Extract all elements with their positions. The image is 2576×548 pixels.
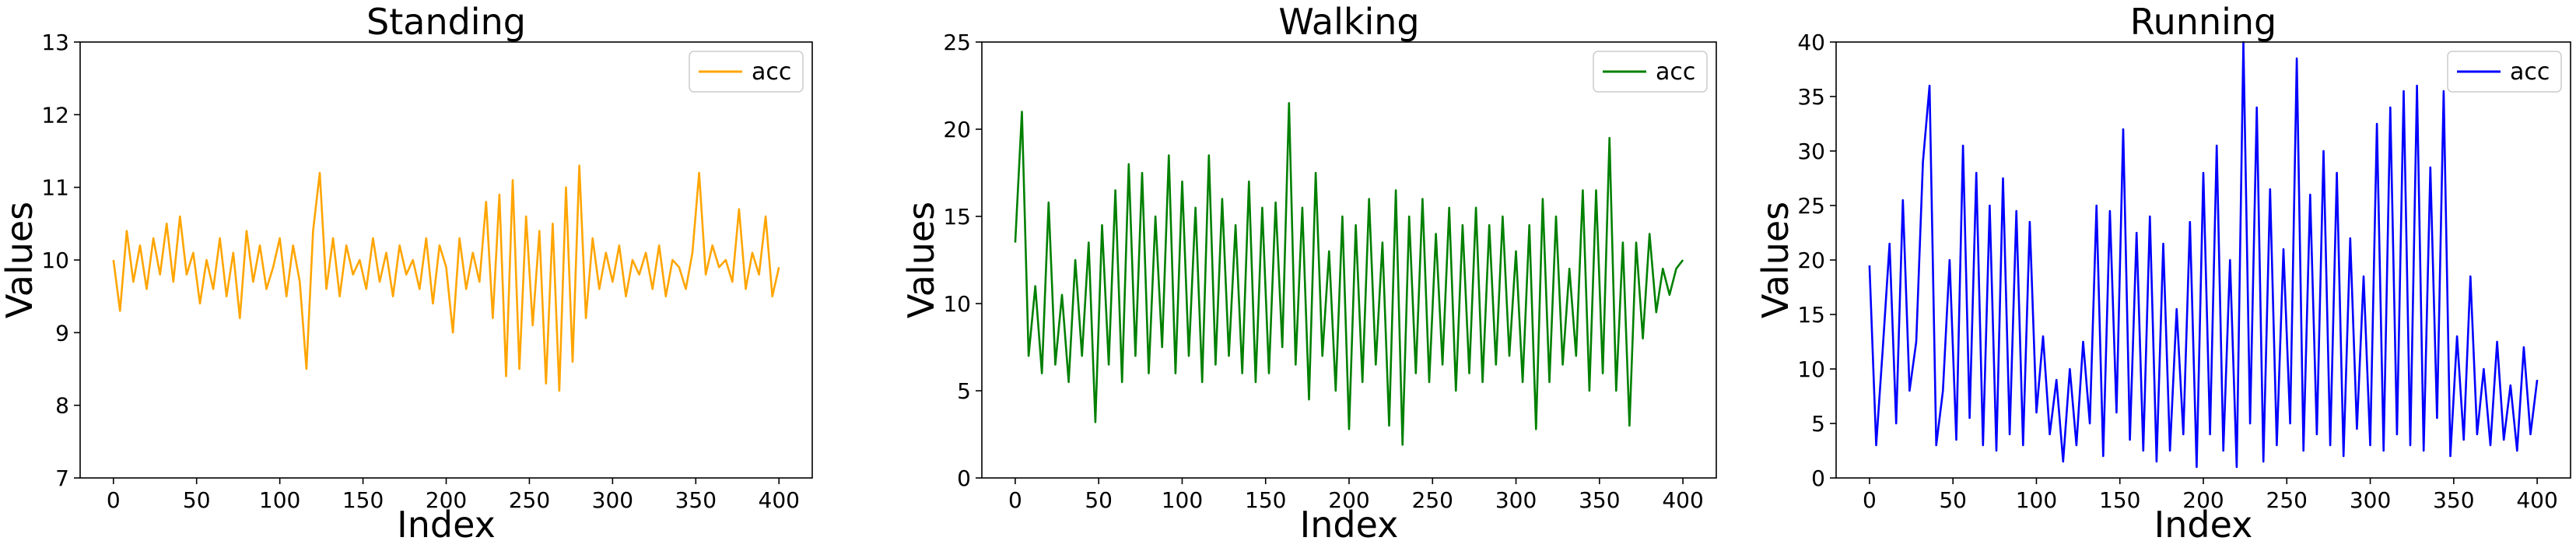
- standing-x-axis-label: Index: [397, 504, 496, 546]
- walking-y-tick-label: 5: [957, 378, 971, 404]
- walking-x-tick-label: 350: [1579, 487, 1620, 513]
- walking-x-tick-label: 50: [1085, 487, 1113, 513]
- walking-x-tick-label: 0: [1008, 487, 1022, 513]
- running-legend: acc: [2447, 51, 2562, 93]
- standing-series-acc-line: [112, 164, 780, 392]
- running-y-tick-label: 15: [1797, 302, 1825, 328]
- walking-legend-box: [1593, 51, 1708, 93]
- running-x-tick-label: 50: [1939, 487, 1967, 513]
- walking-x-tick-label: 150: [1245, 487, 1286, 513]
- running-series-acc-line: [1868, 40, 2539, 469]
- running-x-tick-label: 400: [2516, 487, 2557, 513]
- walking-series-acc-line: [1014, 102, 1684, 446]
- running-title: Running: [2130, 1, 2277, 43]
- walking-title: Walking: [1278, 1, 1419, 43]
- walking-x-axis-label: Index: [1300, 504, 1399, 546]
- running-x-tick-label: 150: [2099, 487, 2140, 513]
- standing-y-tick-label: 10: [41, 248, 69, 273]
- walking-legend-label: acc: [1656, 58, 1695, 86]
- running-legend-box: [2447, 51, 2562, 93]
- running-x-tick-label: 350: [2433, 487, 2474, 513]
- standing-y-tick-label: 8: [55, 393, 69, 419]
- standing-y-tick-label: 7: [55, 465, 69, 491]
- walking-y-tick-label: 0: [957, 465, 971, 491]
- walking-y-tick-label: 25: [943, 30, 971, 55]
- running-x-tick-label: 0: [1863, 487, 1877, 513]
- running-y-tick-label: 30: [1797, 139, 1825, 164]
- walking-x-tick-label: 400: [1662, 487, 1703, 513]
- standing-x-tick-label: 350: [675, 487, 717, 513]
- standing-x-tick-label: 50: [183, 487, 211, 513]
- standing-y-tick-label: 11: [41, 175, 69, 201]
- standing-x-tick-label: 150: [342, 487, 384, 513]
- walking-y-tick-label: 10: [943, 291, 971, 317]
- standing-y-axis-label: Values: [0, 202, 40, 318]
- standing-plot-frame: [79, 41, 813, 479]
- standing-legend-box: [689, 51, 804, 93]
- walking-panel: Walking 0 50 100 150 200 250 300 350 400 0 5 10 15 20 2…: [900, 1, 1717, 546]
- running-plot-frame: [1835, 41, 2571, 479]
- walking-y-tick-label: 20: [943, 117, 971, 142]
- running-y-tick-label: 5: [1811, 411, 1825, 437]
- standing-y-tick-label: 9: [55, 320, 69, 346]
- standing-legend-label: acc: [752, 58, 791, 86]
- walking-x-tick-label: 300: [1495, 487, 1537, 513]
- running-y-tick-label: 35: [1797, 84, 1825, 110]
- running-x-axis-label: Index: [2154, 504, 2253, 546]
- walking-y-tick-label: 15: [943, 204, 971, 230]
- running-y-tick-label: 20: [1797, 248, 1825, 273]
- standing-x-tick-label: 100: [259, 487, 300, 513]
- running-x-tick-label: 100: [2016, 487, 2057, 513]
- running-x-tick-label: 200: [2182, 487, 2224, 513]
- walking-x-tick-label: 200: [1328, 487, 1369, 513]
- running-y-tick-label: 40: [1797, 30, 1825, 55]
- walking-x-tick-label: 250: [1412, 487, 1453, 513]
- standing-legend: acc: [689, 51, 804, 93]
- standing-x-tick-label: 200: [426, 487, 467, 513]
- standing-x-tick-label: 0: [107, 487, 121, 513]
- running-y-tick-label: 10: [1797, 357, 1825, 382]
- walking-legend: acc: [1593, 51, 1708, 93]
- standing-title: Standing: [366, 1, 526, 43]
- running-legend-label: acc: [2510, 58, 2550, 86]
- running-y-tick-label: 25: [1797, 193, 1825, 219]
- running-panel: Running 0 50 100 150 200 250 300 350 400 0 5 10 15 20 2…: [1754, 1, 2571, 546]
- running-y-tick-label: 0: [1811, 465, 1825, 491]
- running-y-axis-label: Values: [1754, 202, 1796, 318]
- walking-y-axis-label: Values: [900, 202, 942, 318]
- standing-panel: Standing 0 50 100 150 200 250 300 350 400 7 8 9 10 11 1…: [0, 1, 813, 546]
- running-x-tick-label: 300: [2350, 487, 2391, 513]
- standing-y-tick-label: 13: [41, 30, 69, 55]
- standing-y-tick-label: 12: [41, 102, 69, 128]
- running-x-tick-label: 250: [2266, 487, 2308, 513]
- walking-x-tick-label: 100: [1162, 487, 1203, 513]
- standing-x-tick-label: 250: [509, 487, 550, 513]
- standing-x-tick-label: 300: [592, 487, 633, 513]
- standing-x-tick-label: 400: [759, 487, 800, 513]
